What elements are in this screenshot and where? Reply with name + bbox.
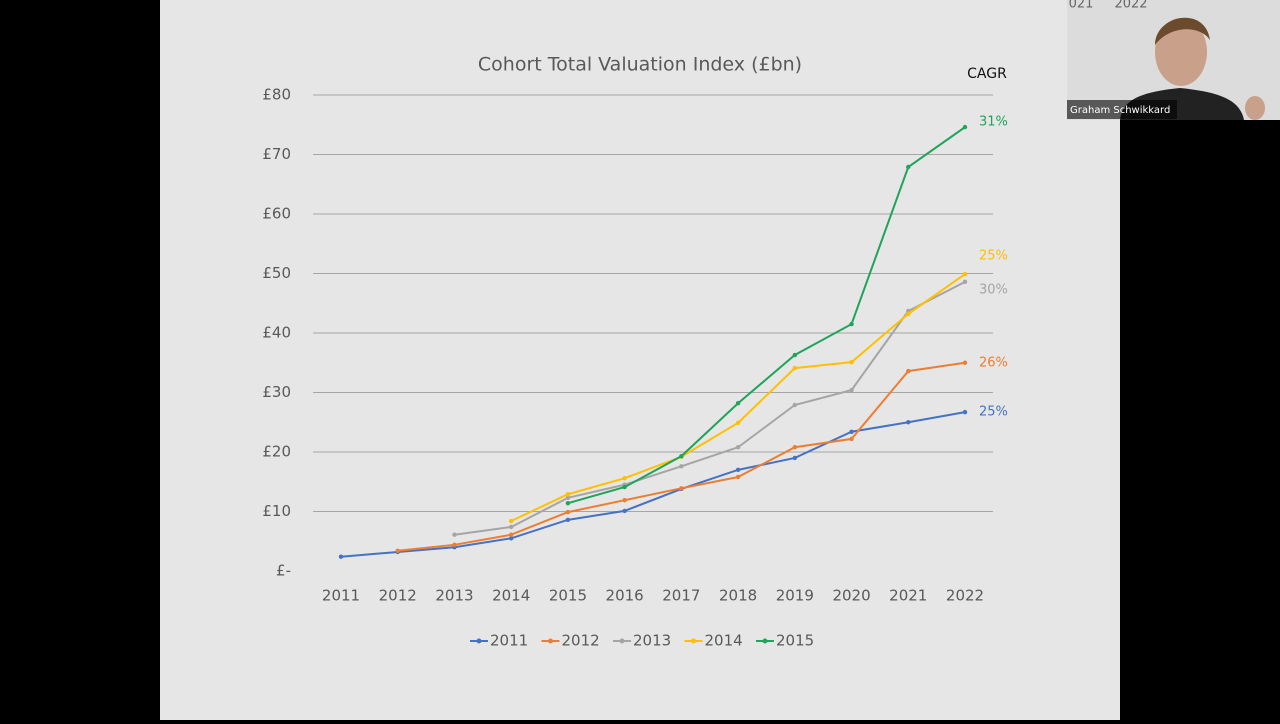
x-tick-label: 2015 bbox=[549, 587, 587, 605]
cagr-label: 25% bbox=[979, 405, 1008, 420]
data-point bbox=[508, 536, 514, 541]
data-point bbox=[906, 164, 911, 170]
data-point bbox=[849, 359, 854, 365]
x-tick-label: 2013 bbox=[435, 587, 473, 605]
data-point bbox=[565, 509, 571, 515]
person-hand bbox=[1245, 96, 1265, 120]
data-point bbox=[792, 365, 798, 371]
legend-marker bbox=[548, 638, 553, 644]
data-point bbox=[792, 445, 798, 450]
series-line bbox=[340, 411, 966, 558]
data-point bbox=[395, 548, 400, 553]
x-tick-label: 2022 bbox=[946, 587, 984, 605]
data-point bbox=[792, 352, 798, 358]
background-text: 021 bbox=[1069, 0, 1094, 12]
name-badge bbox=[1067, 100, 1177, 119]
data-point bbox=[622, 497, 627, 503]
legend-marker bbox=[619, 638, 625, 644]
x-tick-label: 2020 bbox=[832, 587, 870, 605]
data-point bbox=[735, 467, 741, 473]
data-point bbox=[849, 387, 854, 393]
data-point bbox=[849, 429, 854, 434]
y-tick-label: £70 bbox=[262, 145, 291, 163]
y-tick-label: £10 bbox=[262, 502, 291, 520]
y-tick-label: £20 bbox=[262, 443, 291, 461]
data-point bbox=[906, 368, 911, 374]
data-point bbox=[679, 464, 684, 469]
data-point bbox=[679, 486, 684, 491]
legend-label: 2013 bbox=[633, 632, 671, 650]
data-point bbox=[565, 517, 571, 523]
data-point bbox=[565, 492, 571, 497]
data-point bbox=[735, 445, 741, 450]
data-point bbox=[735, 401, 741, 406]
x-tick-label: 2017 bbox=[662, 587, 700, 605]
series-line bbox=[454, 280, 966, 536]
data-point bbox=[792, 402, 798, 408]
data-point bbox=[962, 360, 968, 365]
video-tile: 021 2022 Graham Schwikkard bbox=[1067, 0, 1280, 120]
participant-name: Graham Schwikkard bbox=[1070, 105, 1170, 116]
y-tick-label: £60 bbox=[262, 205, 291, 223]
plot: £- £10 £20 £30 £40 £50 £60 £70 £80 2011 2012 2013 20… bbox=[262, 86, 1008, 650]
x-tick-label: 2021 bbox=[889, 587, 927, 605]
data-point bbox=[962, 271, 968, 277]
data-point bbox=[679, 453, 684, 459]
legend-marker bbox=[476, 638, 482, 644]
y-tick-label: £50 bbox=[262, 264, 291, 282]
data-point bbox=[565, 500, 571, 506]
y-tick-label: £40 bbox=[262, 324, 291, 342]
y-tick-label: £- bbox=[276, 562, 291, 580]
legend-marker bbox=[691, 638, 696, 644]
x-tick-label: 2014 bbox=[492, 587, 530, 605]
cagr-label: 31% bbox=[979, 115, 1008, 130]
data-point bbox=[508, 524, 514, 530]
data-point bbox=[962, 124, 968, 130]
cagr-label: 25% bbox=[979, 249, 1008, 264]
slide bbox=[160, 0, 1120, 720]
person-head bbox=[1155, 18, 1207, 86]
data-point bbox=[906, 311, 911, 317]
data-point bbox=[735, 420, 741, 426]
x-tick-label: 2012 bbox=[379, 587, 417, 605]
x-tick-label: 2016 bbox=[606, 587, 644, 605]
data-point bbox=[508, 518, 514, 524]
data-point bbox=[962, 409, 968, 415]
legend-label: 2014 bbox=[705, 632, 743, 650]
y-tick-label: £30 bbox=[262, 383, 291, 401]
background-text: 2022 bbox=[1114, 0, 1147, 12]
data-point bbox=[338, 554, 344, 559]
data-point bbox=[962, 279, 968, 285]
data-point bbox=[565, 495, 571, 501]
x-tick-label: 2018 bbox=[719, 587, 757, 605]
legend-label: 2012 bbox=[562, 632, 600, 650]
series-line bbox=[567, 126, 966, 505]
legend-label: 2011 bbox=[490, 632, 528, 650]
cagr-label: 26% bbox=[979, 355, 1008, 370]
x-tick-label: 2019 bbox=[776, 587, 814, 605]
data-point bbox=[849, 321, 854, 327]
data-point bbox=[792, 455, 798, 461]
cagr-label: 30% bbox=[979, 282, 1008, 297]
data-point bbox=[622, 475, 627, 481]
data-point bbox=[452, 532, 457, 537]
x-tick-label: 2011 bbox=[322, 587, 360, 605]
legend-marker bbox=[762, 638, 768, 644]
data-point bbox=[508, 532, 514, 537]
data-point bbox=[735, 474, 741, 480]
data-point bbox=[622, 484, 627, 490]
chart-title: Cohort Total Valuation Index (£bn) bbox=[478, 54, 802, 76]
person-hair bbox=[1155, 17, 1210, 45]
data-point bbox=[849, 436, 854, 442]
data-point bbox=[452, 542, 457, 548]
legend-label: 2015 bbox=[776, 632, 814, 650]
data-point bbox=[622, 508, 627, 514]
data-point bbox=[906, 420, 911, 425]
cagr-title: CAGR bbox=[967, 66, 1007, 82]
y-tick-label: £80 bbox=[262, 86, 291, 104]
